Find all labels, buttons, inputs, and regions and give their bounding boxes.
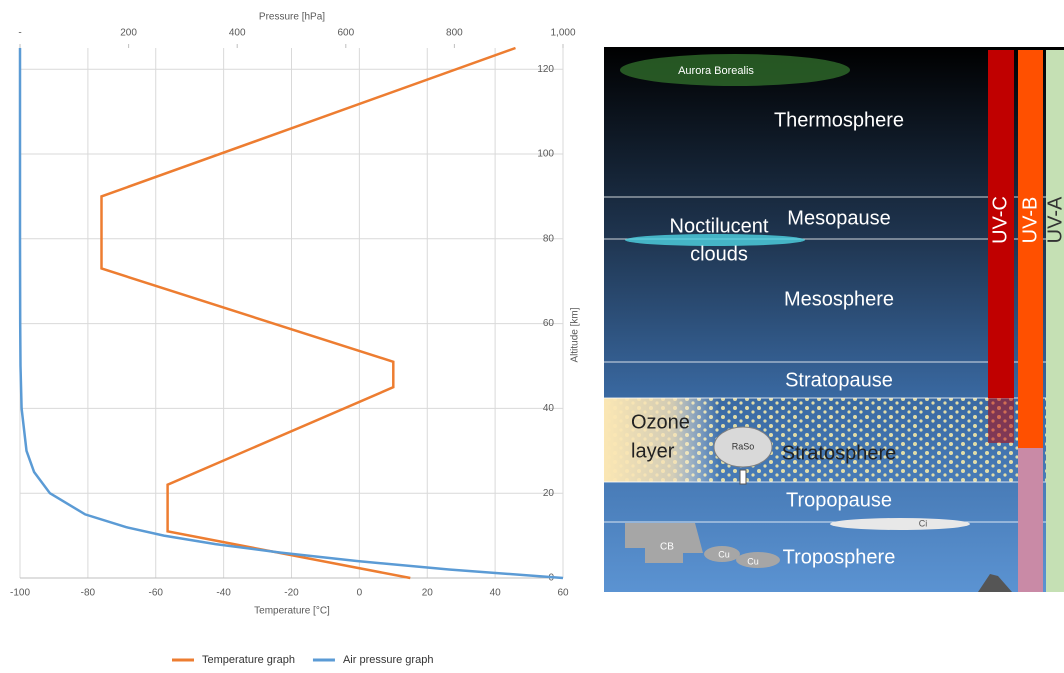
- label: UV-A: [1044, 196, 1064, 243]
- y-tick-label: 100: [537, 149, 554, 160]
- label: UV-C: [989, 196, 1011, 244]
- label: Mesosphere: [784, 288, 894, 310]
- label: Tropopause: [786, 489, 892, 511]
- label: Thermosphere: [774, 109, 904, 131]
- sonde: [740, 470, 746, 484]
- x2-tick-label: -: [18, 28, 21, 39]
- x-axis-title: Temperature [°C]: [254, 606, 330, 617]
- x-tick-label: 60: [557, 588, 569, 599]
- x2-tick-label: 400: [229, 28, 246, 39]
- label: Cu: [747, 556, 759, 566]
- x-tick-label: -40: [216, 588, 231, 599]
- y-tick-label: 40: [543, 403, 555, 414]
- uvb-bar: [1018, 50, 1043, 448]
- uva-bar: [1046, 50, 1064, 592]
- x-tick-label: 20: [422, 588, 434, 599]
- label: Noctilucent: [670, 215, 769, 237]
- label: Aurora Borealis: [678, 65, 754, 77]
- x2-tick-label: 1,000: [550, 28, 575, 39]
- label: Cu: [718, 549, 730, 559]
- y-tick-label: 60: [543, 318, 555, 329]
- x2-tick-label: 600: [337, 28, 354, 39]
- label: UV-B: [1019, 197, 1041, 244]
- x2-tick-label: 800: [446, 28, 463, 39]
- y-tick-label: 20: [543, 488, 555, 499]
- x2-axis-title: Pressure [hPa]: [259, 12, 325, 23]
- x-tick-label: -100: [10, 588, 30, 599]
- y-tick-label: 120: [537, 64, 554, 75]
- label: RaSo: [732, 441, 755, 451]
- label: Mesopause: [787, 207, 890, 229]
- x-tick-label: -20: [284, 588, 299, 599]
- label: Stratopause: [785, 369, 893, 391]
- label: Stratosphere: [782, 442, 897, 464]
- y-axis-title: Altitude [km]: [570, 307, 581, 362]
- x-tick-label: -60: [149, 588, 164, 599]
- label: Ozone: [631, 411, 690, 433]
- x2-tick-label: 200: [120, 28, 137, 39]
- label: layer: [631, 440, 675, 462]
- diagram: Aurora Borealis Thermosphere Mesopause N…: [604, 47, 1064, 592]
- label: Troposphere: [783, 546, 896, 568]
- page: Aurora Borealis Thermosphere Mesopause N…: [0, 0, 1064, 668]
- legend-label: Temperature graph: [202, 654, 295, 666]
- uvb-low: [1018, 448, 1043, 592]
- uvc-fade: [988, 398, 1014, 443]
- label: CB: [660, 542, 674, 553]
- label: Ci: [919, 518, 928, 528]
- x-tick-label: 0: [357, 588, 363, 599]
- x-tick-label: -80: [81, 588, 96, 599]
- ci-cloud: [830, 518, 970, 530]
- label: clouds: [690, 243, 748, 265]
- legend-label: Air pressure graph: [343, 654, 434, 666]
- series-line: [102, 48, 516, 578]
- x-tick-label: 40: [490, 588, 502, 599]
- y-tick-label: 80: [543, 233, 555, 244]
